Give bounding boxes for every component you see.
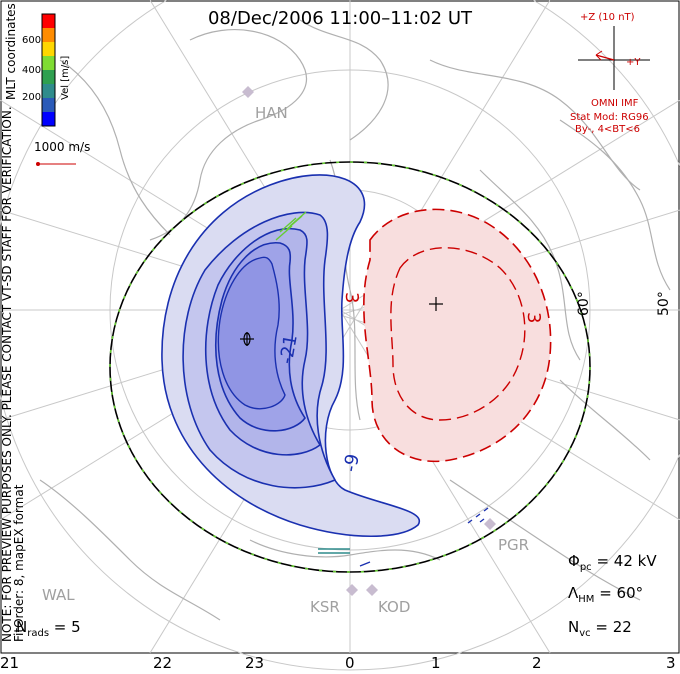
imf-source-label: OMNI IMF — [591, 98, 639, 109]
contour-label-minus9: -9 — [340, 452, 364, 474]
station-label-han: HAN — [255, 104, 288, 122]
imf-y-label: +Y — [626, 57, 641, 68]
fit-order-note: FitOrder: 8, mapEX format — [12, 484, 26, 642]
reference-vector-label: 1000 m/s — [34, 140, 91, 154]
coastlines — [39, 19, 671, 621]
colorbar-segment — [42, 112, 55, 127]
imf-clock-dial — [578, 26, 650, 90]
mlt-tick-1: 1 — [431, 654, 441, 672]
negative-extremum-marker — [240, 332, 254, 346]
map-title: 08/Dec/2006 11:00–11:02 UT — [207, 8, 473, 29]
station-markers — [242, 86, 496, 596]
coordinate-system-label: MLT coordinates — [4, 3, 18, 100]
station-label-wal: WAL — [42, 586, 75, 604]
colorbar-tick-600: 600 — [22, 35, 42, 46]
radar-count: Nrads = 5 — [16, 618, 81, 639]
colorbar-segment — [42, 70, 55, 85]
n-rads-value: 5 — [71, 618, 81, 636]
colorbar-segment — [42, 28, 55, 43]
phi-pc-value: 42 kV — [613, 552, 657, 570]
colorbar-frame — [41, 13, 56, 127]
latitude-label-60: 60° — [576, 291, 592, 316]
mlt-tick-21: 21 — [0, 654, 20, 672]
colorbar-segment — [42, 56, 55, 71]
hm-boundary-latitude: ΛHM = 60° — [568, 584, 644, 605]
mlt-tick-23: 23 — [245, 654, 265, 672]
imf-bin-label: By-, 4<BT<6 — [575, 124, 641, 135]
station-label-kod: KOD — [378, 598, 411, 616]
colorbar-label: Vel [m/s] — [60, 55, 71, 100]
vector-count: Nvc = 22 — [568, 618, 632, 639]
lambda-hm-value: 60° — [616, 584, 644, 602]
heppner-maynard-boundary-vectors — [109, 161, 591, 573]
velocity-colorbar — [42, 14, 55, 127]
colorbar-tick-400: 400 — [22, 65, 42, 76]
mlt-tick-2: 2 — [532, 654, 542, 672]
colorbar-tick-200: 200 — [22, 92, 42, 103]
colorbar-segment — [42, 14, 55, 29]
latitude-label-50: 50° — [656, 291, 672, 316]
imf-z-label: +Z (10 nT) — [580, 12, 635, 23]
mlt-tick-0: 0 — [345, 654, 355, 672]
reference-vector — [36, 162, 76, 166]
contour-label-3-inner: 3 — [341, 292, 362, 304]
colorbar-segment — [42, 42, 55, 57]
colorbar-segment — [42, 84, 55, 99]
n-vc-value: 22 — [612, 618, 632, 636]
colorbar-segment — [42, 98, 55, 113]
contour-label-3-outer: 3 — [523, 312, 544, 324]
station-label-pgr: PGR — [498, 536, 530, 554]
mlt-tick-22: 22 — [153, 654, 173, 672]
positive-potential-cell — [363, 208, 552, 463]
velocity-vectors — [275, 211, 489, 567]
positive-extremum-marker — [429, 297, 443, 311]
stat-model-label: Stat Mod: RG96 — [570, 112, 649, 123]
station-label-ksr: KSR — [310, 598, 340, 616]
negative-potential-cell — [161, 174, 421, 538]
cross-polar-potential: Φpc = 42 kV — [568, 552, 657, 573]
mlt-tick-3: 3 — [666, 654, 676, 672]
